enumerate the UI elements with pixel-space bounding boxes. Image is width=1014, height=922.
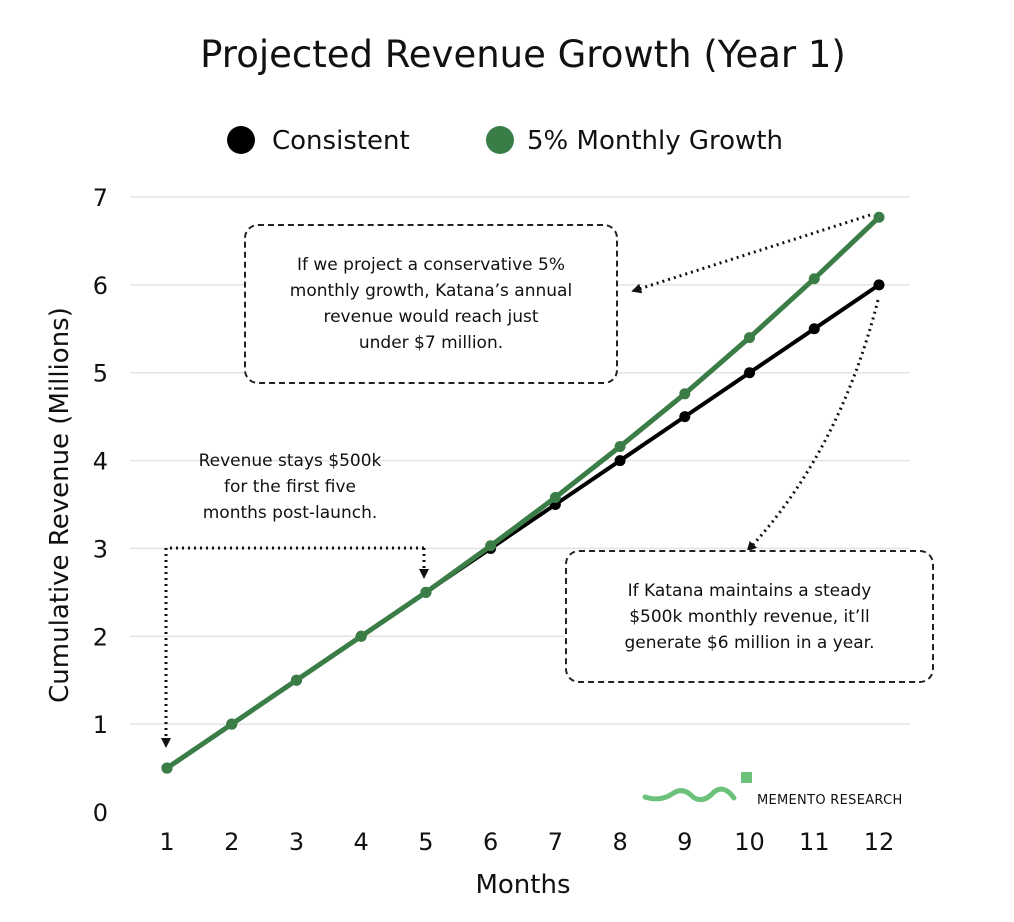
x-tick-label: 2: [224, 828, 239, 856]
logo-text: MEMENTO RESEARCH: [757, 793, 903, 808]
series-line: [165, 215, 881, 771]
y-tick-label: 5: [93, 360, 108, 388]
data-point: [873, 211, 885, 223]
x-tick-label: 8: [612, 828, 627, 856]
y-tick-label: 0: [93, 799, 108, 827]
y-tick-label: 2: [93, 623, 108, 651]
chart-title: Projected Revenue Growth (Year 1): [200, 33, 846, 76]
memento-logo: MEMENTO RESEARCH: [642, 772, 903, 808]
x-tick-label: 1: [159, 828, 174, 856]
arrow-steady-note: [746, 299, 880, 552]
y-tick-label: 1: [93, 711, 108, 739]
data-point: [355, 630, 367, 642]
annotation-flat: Revenue stays $500k for the first five m…: [170, 448, 410, 526]
x-tick-label: 12: [864, 828, 895, 856]
data-point: [679, 411, 691, 423]
x-tick-label: 10: [734, 828, 765, 856]
annotation-growth-line: revenue would reach just: [323, 307, 539, 327]
x-tick-label: 5: [418, 828, 433, 856]
data-point: [614, 455, 626, 467]
y-tick-label: 4: [93, 448, 108, 476]
data-point: [420, 586, 432, 598]
data-point: [549, 491, 561, 503]
series-growth: [161, 211, 885, 774]
legend: Consistent 5% Monthly Growth: [227, 126, 783, 156]
data-point: [679, 388, 691, 400]
arrow-growth-note: [631, 213, 871, 294]
data-point: [485, 540, 497, 552]
annotation-steady-line: $500k monthly revenue, it’ll: [629, 606, 870, 627]
legend-label-growth: 5% Monthly Growth: [527, 126, 783, 156]
legend-marker-growth: [486, 126, 514, 154]
arrow-flat-note-left: [161, 546, 424, 748]
y-tick-label: 6: [93, 272, 108, 300]
annotation-steady: If Katana maintains a steady $500k month…: [565, 550, 934, 683]
x-tick-label: 7: [548, 828, 563, 856]
data-point: [161, 762, 173, 774]
annotation-steady-line: If Katana maintains a steady: [627, 580, 872, 601]
x-tick-label: 6: [483, 828, 498, 856]
data-point: [873, 279, 885, 291]
x-tick-label: 4: [354, 828, 369, 856]
data-point: [614, 441, 626, 453]
annotation-steady-line: generate $6 million in a year.: [624, 632, 875, 653]
data-point: [808, 273, 820, 285]
logo-wave-icon: [642, 786, 737, 803]
x-axis-label: Months: [475, 870, 570, 900]
y-tick-label: 7: [93, 184, 108, 212]
legend-marker-consistent: [227, 126, 255, 154]
data-point: [744, 332, 756, 344]
annotation-growth-line: monthly growth, Katana’s annual: [289, 281, 573, 301]
x-tick-label: 3: [289, 828, 304, 856]
logo-square-icon: [741, 772, 752, 783]
annotation-flat-line: for the first five: [224, 477, 356, 497]
y-axis-label: Cumulative Revenue (Millions): [45, 307, 75, 703]
data-point: [290, 674, 302, 686]
data-point: [744, 367, 756, 379]
data-point: [226, 718, 238, 730]
x-tick-label: 11: [799, 828, 830, 856]
annotation-growth-line: under $7 million.: [358, 333, 504, 353]
annotation-flat-line: months post-launch.: [202, 503, 378, 523]
legend-label-consistent: Consistent: [272, 126, 410, 156]
annotation-flat-line: Revenue stays $500k: [198, 451, 382, 471]
data-point: [808, 323, 820, 335]
annotation-growth-line: If we project a conservative 5%: [297, 255, 565, 275]
x-tick-label: 9: [677, 828, 692, 856]
annotation-growth: If we project a conservative 5% monthly …: [244, 224, 618, 384]
y-tick-label: 3: [93, 535, 108, 563]
